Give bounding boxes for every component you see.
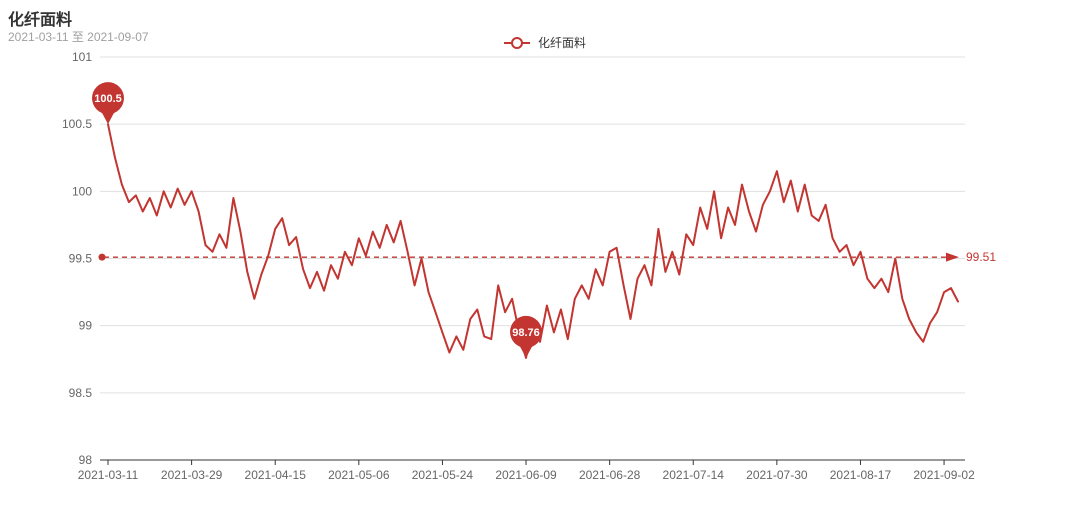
min-point-pin-label: 98.76	[512, 327, 540, 339]
average-line-value-label: 99.51	[966, 250, 996, 264]
legend-label: 化纤面料	[538, 36, 586, 50]
legend-item[interactable]: 化纤面料	[504, 36, 586, 50]
chart-subtitle: 2021-03-11 至 2021-09-07	[8, 30, 149, 44]
chart-title: 化纤面料	[8, 12, 73, 29]
x-axis: 2021-03-11 2021-03-29 2021-04-15 2021-05-06…	[78, 459, 975, 482]
y-axis-tick-label: 98.5	[69, 386, 93, 400]
x-axis-tick-label: 2021-07-30	[746, 468, 808, 482]
y-axis-tick-label: 100	[72, 184, 92, 198]
x-axis-tick-label: 2021-03-11	[78, 468, 139, 482]
min-point-pin-balloon	[510, 315, 543, 348]
y-axis-tick-label: 98	[79, 453, 93, 467]
average-line-arrow-icon	[946, 252, 959, 262]
y-axis-tick-label: 100.5	[62, 117, 92, 131]
x-axis-tick-label: 2021-08-17	[830, 468, 892, 482]
x-axis-tick-label: 2021-05-06	[328, 468, 390, 482]
average-line-start-dot	[98, 253, 106, 261]
grid-lines: 101 100.5 100 99.5 99 98.5 98	[62, 50, 965, 467]
max-point-pin-balloon	[92, 82, 124, 115]
x-axis-tick-label: 2021-07-14	[663, 468, 725, 482]
x-axis-tick-label: 2021-05-24	[412, 468, 474, 482]
x-axis-tick-label: 2021-03-29	[161, 468, 223, 482]
x-axis-tick-label: 2021-04-15	[245, 468, 307, 482]
x-axis-tick-label: 2021-09-02	[913, 468, 975, 482]
x-axis-tick-label: 2021-06-09	[495, 468, 557, 482]
legend-circle-marker-icon	[511, 37, 523, 49]
min-point-pin[interactable]: 98.76	[510, 315, 543, 358]
y-axis-tick-label: 99	[79, 319, 93, 333]
max-point-pin[interactable]: 100.5	[92, 82, 124, 125]
max-point-pin-label: 100.5	[94, 93, 122, 105]
average-line: 99.51	[98, 250, 996, 264]
y-axis-tick-label: 99.5	[69, 252, 93, 266]
y-axis-tick-label: 101	[72, 50, 92, 64]
x-axis-tick-label: 2021-06-28	[579, 468, 641, 482]
